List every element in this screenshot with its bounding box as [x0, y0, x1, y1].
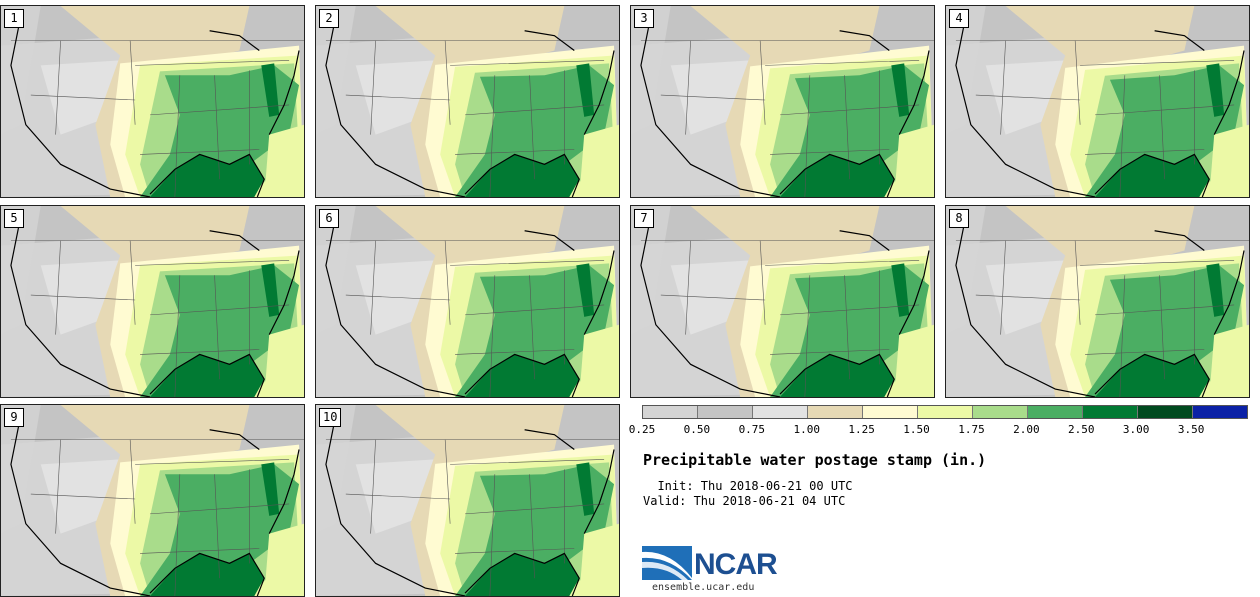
pw-map: [1, 206, 304, 397]
color-legend: 0.25 0.50 0.75 1.00 1.25 1.50 1.75 2.00 …: [629, 405, 1260, 436]
legend-tick: 0.75: [738, 423, 766, 436]
time-info: Init: Thu 2018-06-21 00 UTC Valid: Thu 20…: [643, 479, 853, 509]
legend-tick: 3.00: [1122, 423, 1150, 436]
legend-colorbar: [642, 405, 1248, 419]
legend-swatch: [973, 406, 1028, 418]
stamp-number: 10: [319, 408, 342, 427]
legend-tick: 1.75: [958, 423, 985, 436]
legend-swatch: [643, 406, 698, 418]
stamp-9: 9: [0, 404, 305, 597]
stamp-1: 1: [0, 5, 305, 198]
stamp-number: 7: [634, 209, 654, 228]
legend-swatch: [753, 406, 808, 418]
ncar-swoosh-icon: [642, 546, 692, 580]
pw-map: [946, 6, 1249, 197]
legend-tick: 1.00: [793, 423, 820, 436]
pw-map: [946, 206, 1249, 397]
stamp-2: 2: [315, 5, 620, 198]
valid-time: Valid: Thu 2018-06-21 04 UTC: [643, 494, 846, 508]
pw-map: [1, 405, 304, 596]
legend-tick: 1.25: [848, 423, 875, 436]
stamp-number: 2: [319, 9, 339, 28]
stamp-10: 10: [315, 404, 620, 597]
legend-swatch: [808, 406, 863, 418]
ncar-logo: NCAR ensemble.ucar.edu: [642, 540, 792, 596]
init-time: Init: Thu 2018-06-21 00 UTC: [643, 479, 853, 493]
stamp-8: 8: [945, 205, 1250, 398]
legend-swatch: [1138, 406, 1193, 418]
legend-swatch: [1028, 406, 1083, 418]
pw-map: [631, 206, 934, 397]
legend-tick: 0.50: [683, 423, 711, 436]
legend-swatch: [1083, 406, 1138, 418]
legend-tick: 2.50: [1068, 423, 1095, 436]
legend-tick: 1.50: [903, 423, 930, 436]
pw-map: [316, 405, 619, 596]
stamp-6: 6: [315, 205, 620, 398]
pw-map: [1, 6, 304, 197]
stamp-3: 3: [630, 5, 935, 198]
legend-swatch: [698, 406, 753, 418]
pw-map: [631, 6, 934, 197]
legend-tick: 2.00: [1013, 423, 1040, 436]
figure-title: Precipitable water postage stamp (in.): [643, 451, 987, 469]
stamp-number: 3: [634, 9, 654, 28]
stamp-7: 7: [630, 205, 935, 398]
stamp-number: 6: [319, 209, 339, 228]
logo-wordmark: NCAR: [694, 548, 778, 581]
stamp-number: 4: [949, 9, 969, 28]
stamp-number: 9: [4, 408, 24, 427]
legend-ticks: 0.25 0.50 0.75 1.00 1.25 1.50 1.75 2.00 …: [628, 419, 1260, 436]
stamp-number: 1: [4, 9, 24, 28]
pw-map: [316, 6, 619, 197]
legend-tick: 0.25: [628, 423, 656, 436]
legend-swatch: [918, 406, 973, 418]
legend-swatch: [863, 406, 918, 418]
pw-map: [316, 206, 619, 397]
legend-swatch: [1193, 406, 1247, 418]
stamp-number: 8: [949, 209, 969, 228]
stamp-number: 5: [4, 209, 24, 228]
stamp-4: 4: [945, 5, 1250, 198]
legend-tick: 3.50: [1177, 423, 1205, 436]
stamp-5: 5: [0, 205, 305, 398]
logo-url: ensemble.ucar.edu: [652, 582, 755, 593]
